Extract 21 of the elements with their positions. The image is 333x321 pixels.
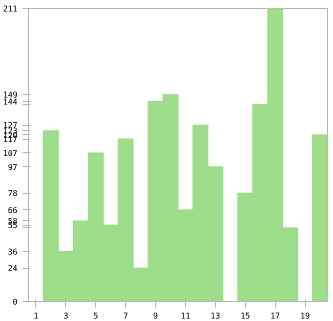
y-tick-label: 144 bbox=[3, 98, 18, 107]
x-tick-label: 7 bbox=[123, 312, 128, 320]
x-tick-label: 1 bbox=[34, 312, 39, 320]
y-tick-label: 107 bbox=[3, 148, 18, 158]
y-tick-label: 211 bbox=[3, 4, 18, 14]
y-tick-label: 149 bbox=[3, 90, 18, 100]
x-tick-label: 3 bbox=[63, 312, 68, 320]
x-tick-label: 19 bbox=[300, 312, 310, 320]
y-tick-label: 78 bbox=[8, 189, 18, 198]
y-tick-label: 36 bbox=[8, 248, 18, 257]
x-tick-label: 11 bbox=[180, 312, 190, 320]
y-tick-label: 0 bbox=[12, 298, 18, 306]
x-tick-label: 15 bbox=[240, 312, 250, 320]
y-tick-label: 97 bbox=[8, 162, 18, 172]
x-tick-label: 13 bbox=[210, 312, 220, 320]
x-tick-label: 17 bbox=[270, 312, 280, 320]
x-tick-label: 5 bbox=[93, 312, 98, 320]
bar bbox=[312, 134, 328, 302]
x-tick-label: 9 bbox=[153, 312, 158, 320]
y-tick-label: 24 bbox=[8, 264, 18, 274]
y-tick-label: 66 bbox=[8, 206, 18, 215]
